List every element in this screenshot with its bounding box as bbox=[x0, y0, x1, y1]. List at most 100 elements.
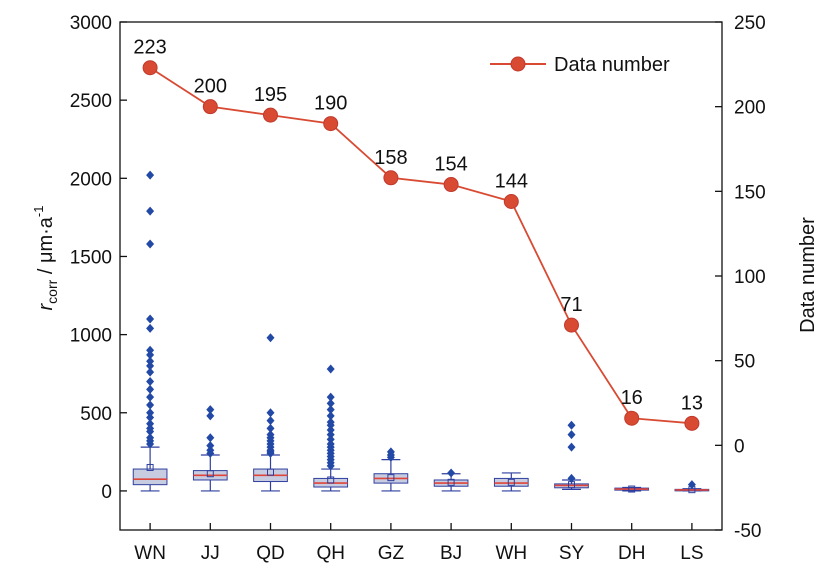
y-axis-title-right: Data number bbox=[797, 217, 819, 333]
right-tick-label: 100 bbox=[734, 267, 766, 288]
box-outlier bbox=[266, 416, 275, 426]
right-tick-label: -50 bbox=[734, 521, 761, 542]
line-data-label: 154 bbox=[434, 154, 467, 176]
line-data-label: 16 bbox=[621, 387, 643, 409]
box-outlier bbox=[326, 434, 335, 444]
box-outlier bbox=[146, 384, 155, 394]
box-QH bbox=[313, 364, 349, 492]
box-outlier bbox=[146, 367, 155, 377]
box-outlier bbox=[326, 461, 335, 471]
line-data-label: 223 bbox=[133, 37, 166, 59]
box-outlier bbox=[146, 408, 155, 418]
line-data-label: 158 bbox=[374, 147, 407, 169]
line-point bbox=[684, 415, 700, 431]
box-outlier bbox=[326, 364, 335, 374]
box-outlier bbox=[146, 239, 155, 249]
legend-marker-icon bbox=[510, 56, 526, 72]
line-data-label: 200 bbox=[194, 76, 227, 98]
box-outlier bbox=[146, 361, 155, 371]
box-outlier bbox=[266, 408, 275, 418]
x-tick-label: QD bbox=[256, 543, 285, 564]
line-data-label: 195 bbox=[254, 84, 287, 106]
box-outlier bbox=[326, 392, 335, 402]
box-outlier bbox=[146, 350, 155, 360]
line-point bbox=[323, 116, 339, 132]
line-data-label: 71 bbox=[560, 294, 582, 316]
box-outlier bbox=[326, 425, 335, 435]
line-point bbox=[142, 60, 158, 76]
line-point bbox=[383, 170, 399, 186]
box-mean bbox=[387, 474, 395, 482]
box-SY bbox=[554, 420, 589, 490]
box-mean bbox=[628, 485, 636, 493]
box-outlier bbox=[447, 468, 456, 478]
right-tick-label: 50 bbox=[734, 352, 755, 373]
box-outlier bbox=[206, 411, 215, 421]
x-tick-label: JJ bbox=[201, 543, 220, 564]
x-tick-label: BJ bbox=[440, 543, 462, 564]
line-point bbox=[624, 410, 640, 426]
box-outlier bbox=[206, 441, 215, 451]
line-data-label: 13 bbox=[681, 392, 703, 414]
box-outlier bbox=[146, 170, 155, 180]
line-series: 223 200 195 190 158 154 144 71 16 13 bbox=[133, 37, 703, 431]
left-tick-label: 500 bbox=[80, 404, 112, 425]
x-tick-label: WN bbox=[134, 543, 166, 564]
x-tick-label: SY bbox=[559, 543, 585, 564]
box-mean bbox=[146, 463, 154, 471]
x-tick-label: WH bbox=[495, 543, 527, 564]
box-WN bbox=[132, 170, 168, 492]
x-tick-label: QH bbox=[316, 543, 345, 564]
box-outlier bbox=[146, 419, 155, 429]
box-outlier bbox=[567, 442, 576, 452]
box-outlier bbox=[146, 377, 155, 387]
line-point bbox=[503, 193, 519, 209]
line-point bbox=[202, 99, 218, 115]
box-outlier bbox=[146, 400, 155, 410]
box-iqr bbox=[132, 468, 168, 486]
right-axis: -50 0 50 100 150 200 250 bbox=[715, 13, 766, 542]
box-BJ bbox=[433, 468, 469, 492]
box-outlier bbox=[567, 420, 576, 430]
box-mean bbox=[507, 478, 515, 486]
box-DH bbox=[614, 485, 650, 493]
legend: Data number bbox=[490, 54, 670, 76]
box-outlier bbox=[687, 480, 696, 490]
x-tick-label: DH bbox=[618, 543, 645, 564]
box-outlier bbox=[206, 433, 215, 443]
line-point bbox=[263, 107, 278, 123]
box-outlier bbox=[266, 333, 275, 343]
box-outlier bbox=[326, 430, 335, 440]
line-data-label: 144 bbox=[495, 170, 528, 192]
box-outlier bbox=[146, 427, 155, 437]
box-series bbox=[132, 170, 710, 494]
box-outlier bbox=[146, 314, 155, 324]
box-outlier bbox=[146, 412, 155, 422]
left-tick-label: 0 bbox=[101, 482, 112, 503]
box-outlier bbox=[326, 405, 335, 415]
box-outlier bbox=[146, 345, 155, 355]
box-outlier bbox=[386, 452, 395, 462]
x-tick-label: LS bbox=[680, 543, 703, 564]
left-tick-label: 2000 bbox=[70, 169, 112, 190]
box-LS bbox=[674, 480, 710, 494]
right-tick-label: 250 bbox=[734, 13, 766, 34]
box-outlier bbox=[146, 439, 155, 449]
box-outlier bbox=[146, 356, 155, 366]
left-axis: 0 500 1000 1500 2000 2500 3000 bbox=[70, 13, 127, 503]
box-JJ bbox=[192, 405, 228, 492]
legend-label: Data number bbox=[554, 54, 670, 76]
box-outlier bbox=[567, 473, 576, 483]
line-point bbox=[564, 317, 579, 333]
left-tick-label: 1500 bbox=[70, 247, 112, 268]
line-data-label: 190 bbox=[314, 93, 347, 115]
box-outlier bbox=[326, 398, 335, 408]
left-tick-label: 3000 bbox=[70, 13, 112, 34]
line-path bbox=[149, 66, 692, 425]
box-GZ bbox=[373, 447, 409, 492]
y-axis-title-left: rcorr / μm·a-1 bbox=[31, 206, 60, 311]
right-tick-label: 200 bbox=[734, 98, 766, 119]
box-outlier bbox=[146, 206, 155, 216]
right-tick-label: 150 bbox=[734, 182, 766, 203]
